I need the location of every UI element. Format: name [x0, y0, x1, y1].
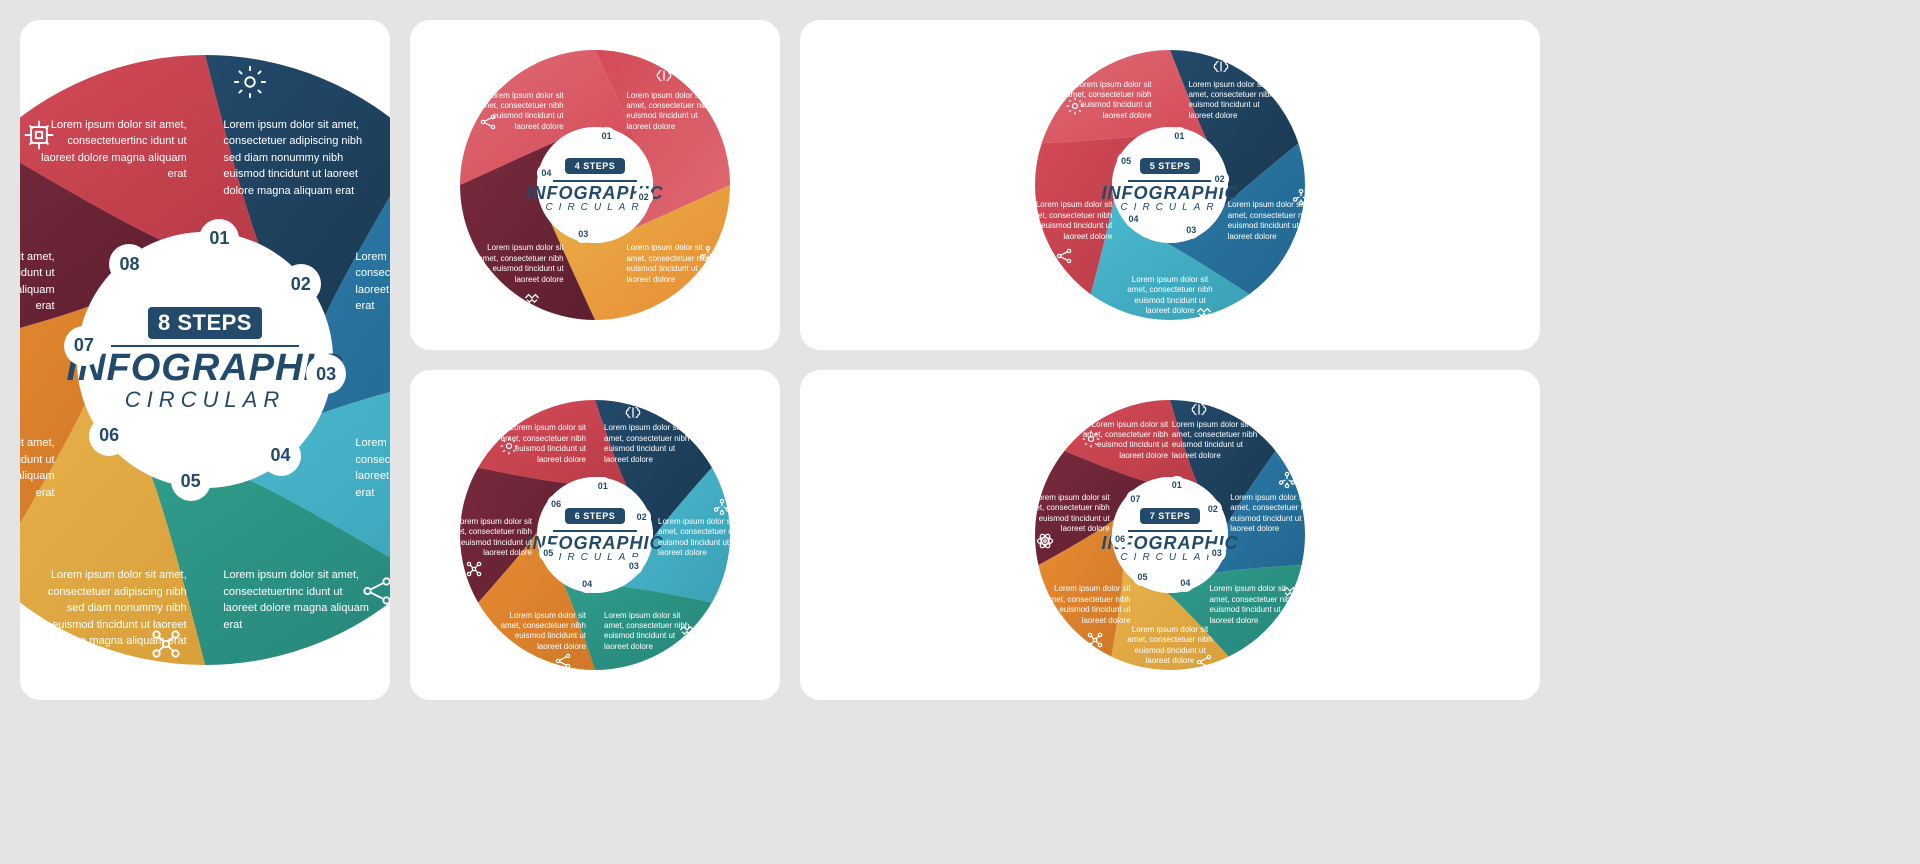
share-icon	[355, 569, 390, 613]
step-badge-02: 02	[281, 264, 321, 304]
network-icon	[1288, 184, 1314, 210]
steps-pill: 4 STEPS	[565, 158, 626, 174]
center-disc: 4 STEPS INFOGRAPHIC CIRCULAR	[537, 127, 653, 243]
segment-text-02: Lorem ipsum dolor sit amet, consectetuer…	[658, 517, 748, 559]
gear-icon	[1078, 426, 1104, 452]
handshake-icon	[1191, 299, 1217, 325]
step-badge-04: 04	[1125, 210, 1143, 228]
step-badge-01: 01	[199, 219, 239, 259]
segment-text-01: Lorem ipsum dolor sit amet, consectetuer…	[1188, 80, 1278, 122]
gear-icon	[228, 60, 272, 104]
steps-pill: 8 STEPS	[148, 307, 262, 339]
segment-text-04: Lorem ipsum dolor sit amet, consectetuer…	[1022, 200, 1112, 242]
center-subtitle: CIRCULAR	[125, 387, 285, 413]
steps-pill: 5 STEPS	[1140, 158, 1201, 174]
infographic-grid: 4 STEPS INFOGRAPHIC CIRCULAR01Lorem ipsu…	[20, 20, 1900, 844]
card-7-steps: 7 STEPS INFOGRAPHIC CIRCULAR01Lorem ipsu…	[800, 370, 1540, 700]
card-6-steps: 6 STEPS INFOGRAPHIC CIRCULAR01Lorem ipsu…	[410, 370, 780, 700]
handshake-icon	[674, 617, 700, 643]
step-badge-03: 03	[1208, 544, 1226, 562]
center-divider	[1128, 530, 1212, 532]
card-8-steps: 8 STEPS INFOGRAPHIC CIRCULAR 01 Lorem ipsu…	[20, 20, 390, 700]
share-icon	[550, 648, 576, 674]
handshake-icon	[1277, 578, 1303, 604]
segment-text-05: Lorem ipsum dolor sit amet, consectetuer…	[1041, 584, 1131, 626]
segment-text-04: Lorem ipsum dolor sit amet, consectetuer…	[496, 611, 586, 653]
card-4-steps: 4 STEPS INFOGRAPHIC CIRCULAR01 Lorem ipsu…	[410, 20, 780, 350]
step-badge-03: 03	[574, 225, 592, 243]
segment-text-03: Lorem ipsum dolor sit amet, consectetuer…	[355, 435, 390, 501]
handshake-icon	[519, 285, 545, 311]
network-icon	[695, 241, 721, 267]
molecule-icon	[461, 556, 487, 582]
step-badge-07: 07	[64, 326, 104, 366]
center-divider	[1128, 180, 1212, 182]
segment-text-03: Lorem ipsum dolor sit amet, consectetuer…	[474, 243, 564, 285]
segment-text-04: Lorem ipsum dolor sit amet, consectetuer…	[223, 567, 373, 633]
center-divider	[553, 530, 637, 532]
card-5-steps: 5 STEPS INFOGRAPHIC CIRCULAR01Lorem ipsu…	[800, 20, 1540, 350]
segment-text-02: Lorem ipsum dolor sit amet, consectetuer…	[1230, 493, 1320, 535]
step-badge-05: 05	[171, 461, 211, 501]
step-badge-06: 06	[89, 416, 129, 456]
step-badge-05: 05	[1117, 152, 1135, 170]
brain-icon	[1186, 399, 1212, 425]
network-icon	[709, 494, 735, 520]
gear-icon	[496, 433, 522, 459]
segment-text-02: Lorem ipsum dolor sit amet, consectetuer…	[355, 249, 390, 315]
share-icon	[1191, 649, 1217, 675]
share-icon	[1051, 243, 1077, 269]
step-badge-02: 02	[635, 188, 653, 206]
step-badge-01: 01	[598, 127, 616, 145]
center-title: INFOGRAPHIC	[67, 349, 344, 387]
segment-text-07: Lorem ipsum dolor sit amet, consectetuer…	[20, 249, 55, 315]
step-badge-04: 04	[1176, 574, 1194, 592]
center-subtitle: CIRCULAR	[545, 202, 644, 213]
molecule-icon	[1082, 627, 1108, 653]
segment-text-06: Lorem ipsum dolor sit amet, consectetuer…	[20, 435, 55, 501]
atom-icon	[1032, 528, 1058, 554]
network-icon	[1274, 467, 1300, 493]
molecule-icon	[144, 622, 188, 666]
center-subtitle: CIRCULAR	[1120, 552, 1219, 563]
gear-icon	[1062, 93, 1088, 119]
segment-text-01: Lorem ipsum dolor sit amet, consectetuer…	[626, 91, 716, 133]
center-divider	[553, 180, 637, 182]
step-badge-06: 06	[547, 495, 565, 513]
step-badge-02: 02	[633, 508, 651, 526]
step-badge-02: 02	[1211, 170, 1229, 188]
step-badge-04: 04	[261, 436, 301, 476]
segment-text-05: Lorem ipsum dolor sit amet, consectetuer…	[442, 517, 532, 559]
steps-pill: 7 STEPS	[1140, 508, 1201, 524]
brain-icon	[1208, 56, 1234, 82]
step-badge-01: 01	[594, 477, 612, 495]
segment-text-01: Lorem ipsum dolor sit amet, consectetuer…	[604, 423, 694, 465]
segment-text-01: Lorem ipsum dolor sit amet, consectetuer…	[1172, 420, 1262, 462]
brain-icon	[620, 402, 646, 428]
steps-pill: 6 STEPS	[565, 508, 626, 524]
segment-text-01: Lorem ipsum dolor sit amet, consectetuer…	[223, 117, 373, 200]
cpu-icon	[20, 113, 61, 157]
brain-icon	[651, 65, 677, 91]
share-icon	[475, 109, 501, 135]
